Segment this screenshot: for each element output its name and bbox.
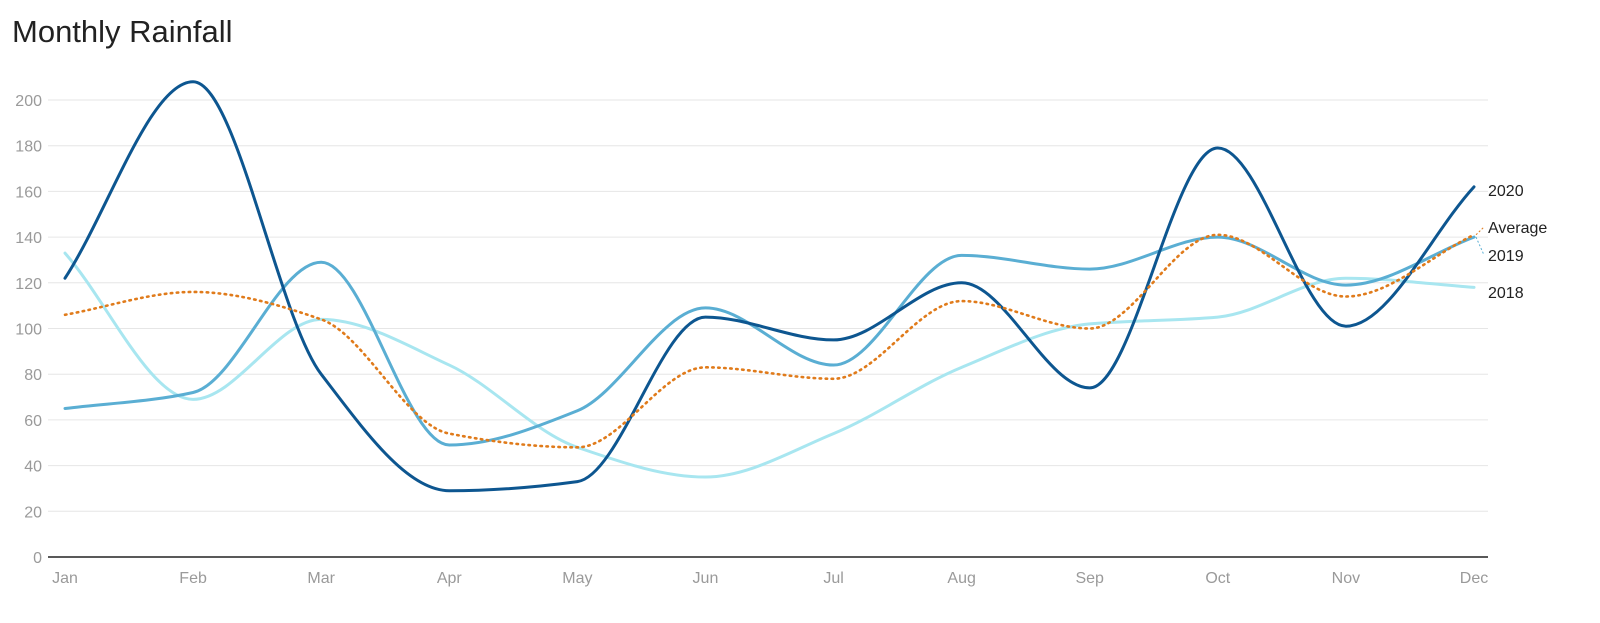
label-connector: [1475, 226, 1485, 236]
y-tick-label: 140: [15, 230, 42, 247]
x-tick-label: Dec: [1460, 570, 1488, 587]
series-label-2020: 2020: [1488, 183, 1524, 200]
series-label-average: Average: [1488, 220, 1547, 237]
y-tick-label: 120: [15, 276, 42, 293]
x-tick-label: Sep: [1075, 570, 1104, 587]
x-tick-label: Nov: [1332, 570, 1360, 587]
series-label-2019: 2019: [1488, 248, 1524, 265]
y-tick-label: 0: [33, 550, 42, 567]
series-line-2018: [63, 251, 1476, 479]
y-tick-label: 180: [15, 139, 42, 156]
series-label-2018: 2018: [1488, 285, 1524, 302]
y-tick-label: 40: [24, 459, 42, 476]
y-tick-label: 60: [24, 413, 42, 430]
x-tick-label: Jul: [823, 570, 843, 587]
x-tick-label: Apr: [437, 570, 463, 587]
y-tick-label: 80: [24, 367, 42, 384]
y-tick-label: 100: [15, 322, 42, 339]
y-tick-label: 20: [24, 504, 42, 521]
series-line-2019: [63, 235, 1476, 447]
x-tick-label: Jun: [693, 570, 719, 587]
label-connector: [1475, 236, 1485, 256]
x-tick-label: Feb: [179, 570, 207, 587]
y-tick-label: 200: [15, 93, 42, 110]
y-tick-label: 160: [15, 184, 42, 201]
x-tick-label: Mar: [307, 570, 335, 587]
x-tick-label: Aug: [947, 570, 975, 587]
series-line-average: [63, 233, 1476, 449]
series-line-2020: [63, 80, 1476, 493]
chart-title: Monthly Rainfall: [12, 14, 233, 49]
x-tick-label: May: [562, 570, 592, 587]
x-tick-label: Jan: [52, 570, 78, 587]
x-tick-label: Oct: [1205, 570, 1230, 587]
